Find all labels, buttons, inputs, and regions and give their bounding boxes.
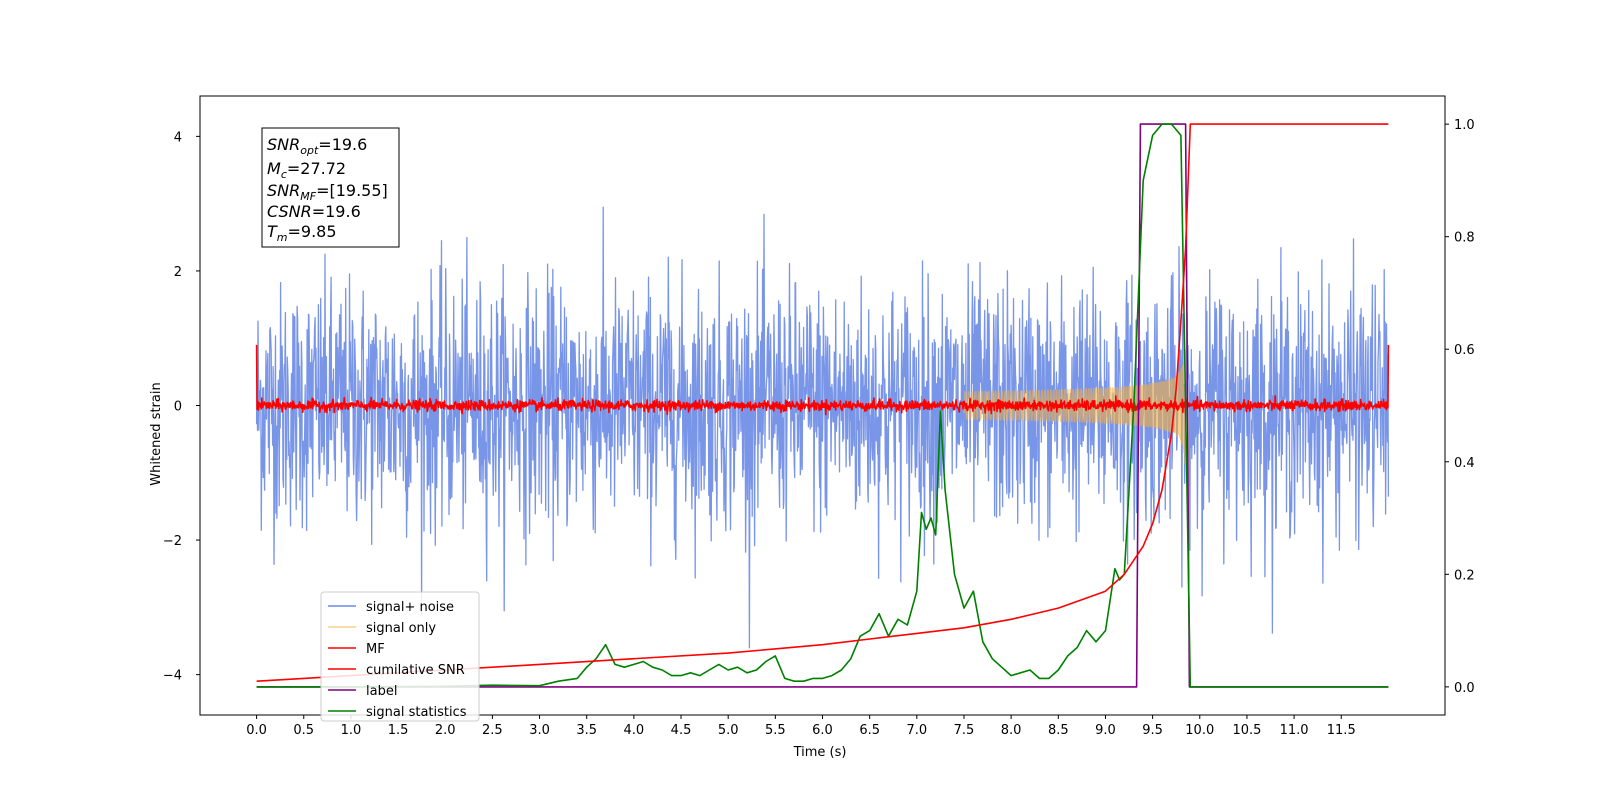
- legend-label-signal-noise: signal+ noise: [366, 600, 454, 615]
- x-tick-label: 3.0: [529, 723, 550, 738]
- y-left-tick-label: −4: [163, 669, 182, 684]
- x-tick-label: 0.0: [246, 723, 267, 738]
- x-axis-label: Time (s): [793, 745, 847, 760]
- x-tick-label: 0.5: [293, 723, 314, 738]
- y-right-tick-label: 1.0: [1454, 118, 1475, 133]
- x-tick-label: 7.5: [954, 723, 975, 738]
- series-line-signal-noise: [255, 206, 1390, 649]
- y-left-tick-label: −2: [163, 534, 182, 549]
- x-tick-label: 6.5: [859, 723, 880, 738]
- y-left-tick-label: 0: [174, 400, 182, 415]
- y-left-tick-label: 2: [174, 265, 182, 280]
- y-right-tick-label: 0.0: [1454, 681, 1475, 696]
- x-tick-label: 8.5: [1048, 723, 1069, 738]
- y-left-tick-label: 4: [174, 130, 182, 145]
- legend: signal+ noise signal only MF cumilative SNR…: [320, 591, 480, 722]
- x-tick-label: 9.0: [1095, 723, 1116, 738]
- annotation-mc: Mc=27.72: [267, 159, 346, 181]
- legend-label-signal-statistics: signal statistics: [366, 705, 467, 720]
- x-tick-label: 1.0: [341, 723, 362, 738]
- y-right-tick-label: 0.4: [1454, 456, 1475, 471]
- x-tick-label: 2.0: [435, 723, 456, 738]
- legend-label-label: label: [366, 684, 397, 699]
- series-line-signal-statistics: [256, 123, 1389, 688]
- x-tick-label: 9.5: [1142, 723, 1163, 738]
- annotation-snr-mf: SNRMF=[19.55]: [267, 181, 388, 203]
- annotation-snr-opt: SNRopt=19.6: [267, 135, 367, 157]
- x-tick-label: 5.0: [718, 723, 739, 738]
- x-tick-label: 8.0: [1001, 723, 1022, 738]
- x-tick-label: 4.5: [671, 723, 692, 738]
- legend-label-mf: MF: [366, 642, 385, 657]
- legend-label-cumilative-snr: cumilative SNR: [366, 663, 465, 678]
- x-tick-label: 3.5: [576, 723, 597, 738]
- series-line-mf: [255, 344, 1390, 416]
- y-right-tick-label: 0.2: [1454, 568, 1475, 583]
- x-tick-label: 7.0: [906, 723, 927, 738]
- annotation-csnr: CSNR=19.6: [267, 202, 361, 221]
- x-tick-label: 10.5: [1232, 723, 1261, 738]
- x-tick-label: 10.0: [1185, 723, 1214, 738]
- annotation-box: SNRopt=19.6 Mc=27.72 SNRMF=[19.55] CSNR=…: [261, 127, 400, 248]
- y-right-tick-label: 0.8: [1454, 231, 1475, 246]
- x-tick-label: 1.5: [388, 723, 409, 738]
- legend-label-signal-only: signal only: [366, 621, 436, 636]
- x-tick-label: 6.0: [812, 723, 833, 738]
- x-tick-label: 11.5: [1327, 723, 1356, 738]
- x-tick-label: 5.5: [765, 723, 786, 738]
- x-tick-label: 4.0: [624, 723, 645, 738]
- y-right-tick-label: 0.6: [1454, 343, 1475, 358]
- x-tick-label: 11.0: [1280, 723, 1309, 738]
- annotation-tm: Tm=9.85: [267, 222, 337, 244]
- x-tick-label: 2.5: [482, 723, 503, 738]
- y-axis-label: Whitened strain: [149, 382, 164, 485]
- series-line-cumilative-snr: [256, 123, 1389, 682]
